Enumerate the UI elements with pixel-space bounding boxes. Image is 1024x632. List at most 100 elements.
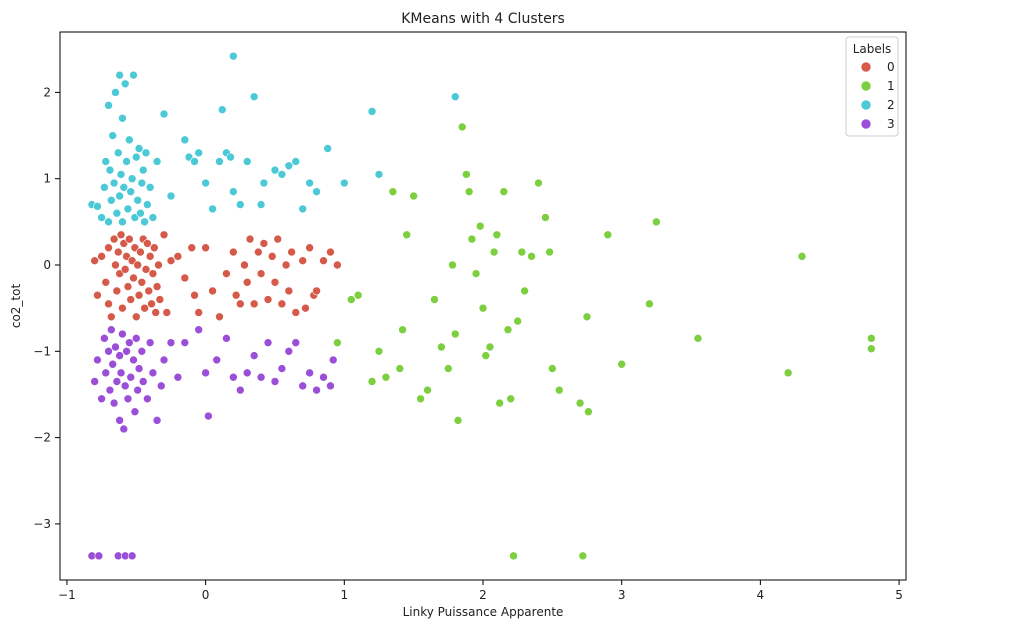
data-point-cluster-1 [541, 213, 550, 222]
data-point-cluster-2 [108, 131, 118, 140]
data-point-cluster-2 [148, 213, 158, 222]
data-point-cluster-0 [118, 303, 127, 313]
data-point-cluster-3 [319, 372, 328, 382]
data-point-cluster-3 [263, 338, 273, 347]
data-point-cluster-1 [492, 230, 502, 240]
data-point-cluster-2 [112, 208, 122, 218]
data-point-cluster-1 [499, 187, 509, 196]
data-point-cluster-3 [126, 372, 136, 382]
data-point-cluster-2 [118, 113, 127, 123]
legend: Labels 0 1 2 3 [845, 36, 899, 137]
data-point-cluster-0 [291, 308, 301, 317]
data-point-cluster-2 [374, 170, 384, 179]
data-point-cluster-3 [156, 381, 166, 391]
data-point-cluster-1 [548, 364, 557, 373]
data-point-cluster-1 [471, 269, 481, 278]
data-point-cluster-2 [104, 217, 113, 227]
chart-title: KMeans with 4 Clusters [401, 11, 565, 27]
data-point-cluster-0 [150, 243, 159, 253]
data-point-cluster-3 [145, 338, 155, 347]
data-point-cluster-2 [367, 107, 377, 116]
data-point-cluster-3 [270, 377, 280, 386]
data-point-cluster-2 [194, 148, 203, 158]
data-point-cluster-3 [123, 394, 133, 404]
data-point-cluster-1 [478, 303, 488, 313]
data-point-cluster-1 [398, 325, 407, 335]
data-point-cluster-2 [131, 152, 141, 162]
data-point-cluster-2 [104, 101, 113, 110]
data-point-cluster-1 [353, 290, 363, 300]
data-point-cluster-1 [582, 312, 592, 322]
y-tick-label: 0 [43, 258, 51, 272]
data-point-cluster-1 [603, 230, 613, 240]
data-point-cluster-3 [94, 551, 104, 561]
data-point-cluster-0 [107, 312, 116, 322]
data-point-cluster-0 [151, 308, 160, 317]
data-point-cluster-3 [120, 381, 130, 391]
data-point-cluster-2 [270, 165, 280, 175]
data-point-cluster-2 [312, 187, 321, 196]
data-point-cluster-2 [119, 183, 129, 192]
x-tick-label: 4 [757, 588, 765, 602]
data-point-cluster-0 [155, 295, 165, 304]
data-point-cluster-2 [291, 157, 301, 166]
data-point-cluster-0 [242, 277, 252, 287]
y-axis-label: co2_tot [9, 284, 23, 329]
data-point-cluster-2 [97, 213, 106, 222]
data-point-cluster-0 [173, 252, 183, 261]
data-point-cluster-3 [115, 416, 124, 425]
data-point-cluster-0 [287, 247, 296, 257]
x-tick-label: 1 [340, 588, 348, 602]
data-point-cluster-0 [259, 239, 269, 248]
data-point-cluster-3 [129, 355, 138, 365]
data-point-cluster-1 [367, 377, 377, 386]
data-point-cluster-1 [520, 286, 529, 296]
data-point-cluster-1 [485, 342, 495, 352]
data-point-cluster-2 [127, 174, 137, 184]
data-point-cluster-3 [328, 355, 338, 365]
data-point-cluster-0 [281, 260, 291, 270]
data-point-cluster-2 [140, 217, 149, 227]
data-point-cluster-0 [187, 243, 197, 253]
data-point-cluster-3 [249, 351, 259, 360]
data-point-cluster-3 [166, 338, 176, 347]
data-point-cluster-0 [104, 299, 113, 309]
data-point-cluster-2 [166, 191, 176, 201]
data-point-cluster-1 [506, 394, 516, 404]
data-point-cluster-0 [116, 230, 126, 240]
data-point-cluster-0 [101, 277, 111, 287]
data-point-cluster-3 [130, 407, 140, 417]
y-tick-label: −3 [33, 517, 51, 531]
data-point-cluster-3 [134, 364, 144, 373]
data-point-cluster-1 [554, 385, 564, 395]
data-point-cluster-1 [409, 191, 418, 201]
data-point-cluster-0 [112, 286, 122, 296]
data-point-cluster-0 [326, 247, 335, 257]
data-point-cluster-0 [301, 303, 310, 313]
data-point-cluster-2 [323, 144, 332, 153]
data-point-cluster-1 [797, 252, 807, 261]
data-point-cluster-0 [273, 234, 283, 244]
data-point-cluster-2 [93, 202, 102, 211]
data-point-cluster-0 [123, 282, 133, 291]
data-points [87, 51, 876, 561]
data-point-cluster-1 [467, 234, 477, 244]
data-point-cluster-2 [123, 204, 133, 214]
data-point-cluster-2 [249, 92, 259, 102]
data-point-cluster-0 [134, 290, 144, 300]
data-point-cluster-0 [93, 290, 102, 300]
data-point-cluster-0 [143, 239, 152, 248]
data-point-cluster-0 [333, 260, 342, 270]
data-point-cluster-1 [578, 551, 588, 561]
data-point-cluster-3 [152, 416, 162, 425]
data-point-cluster-1 [509, 551, 518, 561]
data-point-cluster-1 [388, 187, 398, 196]
data-point-cluster-3 [284, 347, 294, 356]
data-point-cluster-3 [256, 372, 266, 382]
data-point-cluster-3 [212, 355, 222, 365]
data-point-cluster-2 [340, 178, 349, 188]
data-point-cluster-2 [226, 152, 235, 162]
data-point-cluster-0 [194, 308, 203, 317]
y-tick-label: −2 [33, 431, 51, 445]
data-point-cluster-3 [122, 347, 131, 356]
